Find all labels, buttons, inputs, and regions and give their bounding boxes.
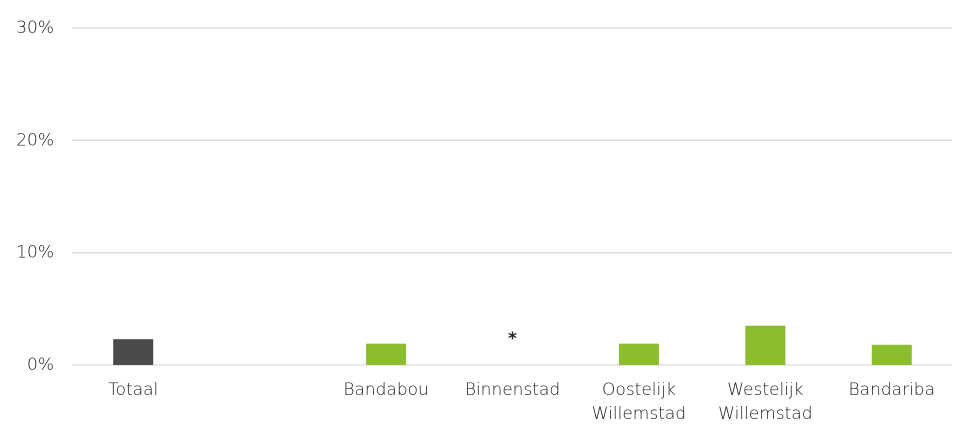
x-tick-label: Bandabou: [343, 380, 429, 400]
y-tick-label: 0%: [27, 355, 54, 375]
bar: [871, 344, 912, 365]
y-tick-label: 30%: [16, 18, 54, 38]
value-label: *: [508, 329, 517, 349]
bar: [745, 325, 786, 365]
x-tick-label: Oostelijk Willemstad: [591, 380, 687, 424]
x-tick-label: Binnenstad: [464, 380, 561, 400]
x-tick-label: Totaal: [108, 380, 159, 400]
x-tick-label: Bandariba: [848, 380, 935, 400]
bar: [366, 343, 407, 365]
bar: [113, 339, 154, 365]
y-tick-label: 10%: [16, 243, 54, 263]
x-tick-label: Westelijk Willemstad: [718, 380, 813, 424]
bar: [618, 343, 659, 365]
y-tick-label: 20%: [16, 130, 54, 150]
